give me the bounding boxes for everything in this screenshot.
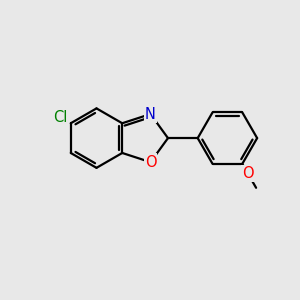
Text: O: O [242,166,254,181]
Text: Cl: Cl [53,110,68,125]
Text: N: N [145,106,156,122]
Text: O: O [145,155,156,170]
